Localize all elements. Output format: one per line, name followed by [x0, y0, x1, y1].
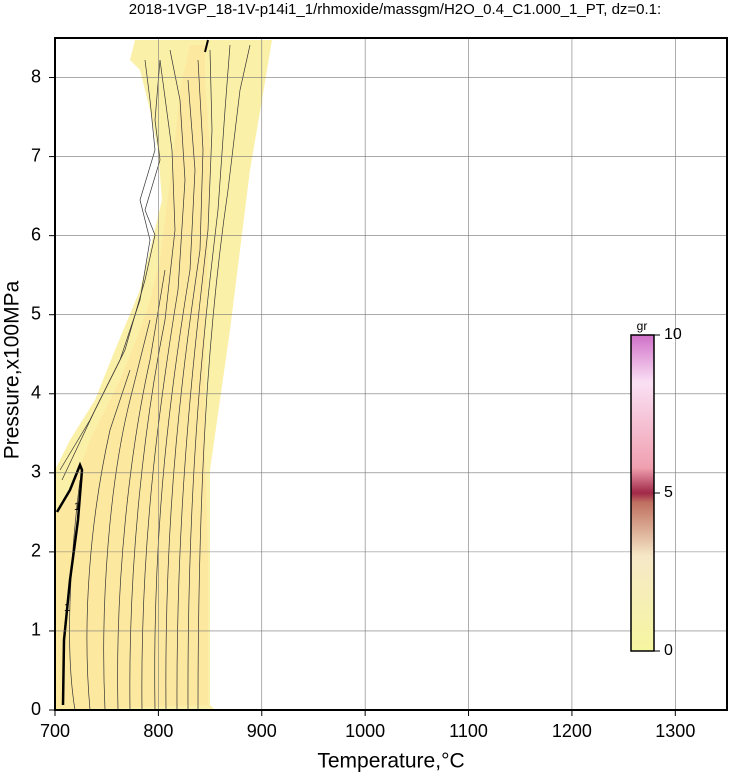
y-tick-label: 3: [31, 462, 41, 482]
chart-title: 2018-1VGP_18-1V-p14i1_1/rhmoxide/massgm/…: [129, 1, 661, 18]
contour-field: [55, 39, 272, 711]
y-tick-label: 8: [31, 66, 41, 86]
x-tick-label: 800: [143, 721, 173, 741]
x-tick-label: 700: [40, 721, 70, 741]
y-tick-label: 4: [31, 383, 41, 403]
plot-frame: [54, 37, 728, 711]
x-tick-label: 1200: [552, 721, 592, 741]
x-tick-label: 1300: [655, 721, 695, 741]
colorbar: [630, 334, 655, 652]
colorbar-tick-label: 0: [664, 642, 673, 659]
x-axis-label: Temperature,°C: [317, 750, 464, 773]
colorbar-tick-label: 5: [664, 484, 673, 501]
colorbar-label: gr: [637, 319, 648, 333]
y-tick-label: 6: [31, 224, 41, 244]
y-tick-label: 2: [31, 541, 41, 561]
contour-label: 1: [64, 602, 70, 614]
x-tick-label: 1000: [345, 721, 385, 741]
y-axis-label: Pressure,x100MPa: [1, 280, 24, 459]
y-tick-label: 7: [31, 145, 41, 165]
x-tick-label: 900: [247, 721, 277, 741]
y-tick-label: 5: [31, 303, 41, 323]
contour-label: 1: [74, 501, 80, 513]
x-tick-label: 1100: [449, 721, 488, 741]
y-tick-label: 0: [31, 699, 41, 719]
grid: [54, 38, 727, 711]
colorbar-tick-label: 10: [664, 326, 682, 343]
y-tick-label: 1: [31, 620, 41, 640]
